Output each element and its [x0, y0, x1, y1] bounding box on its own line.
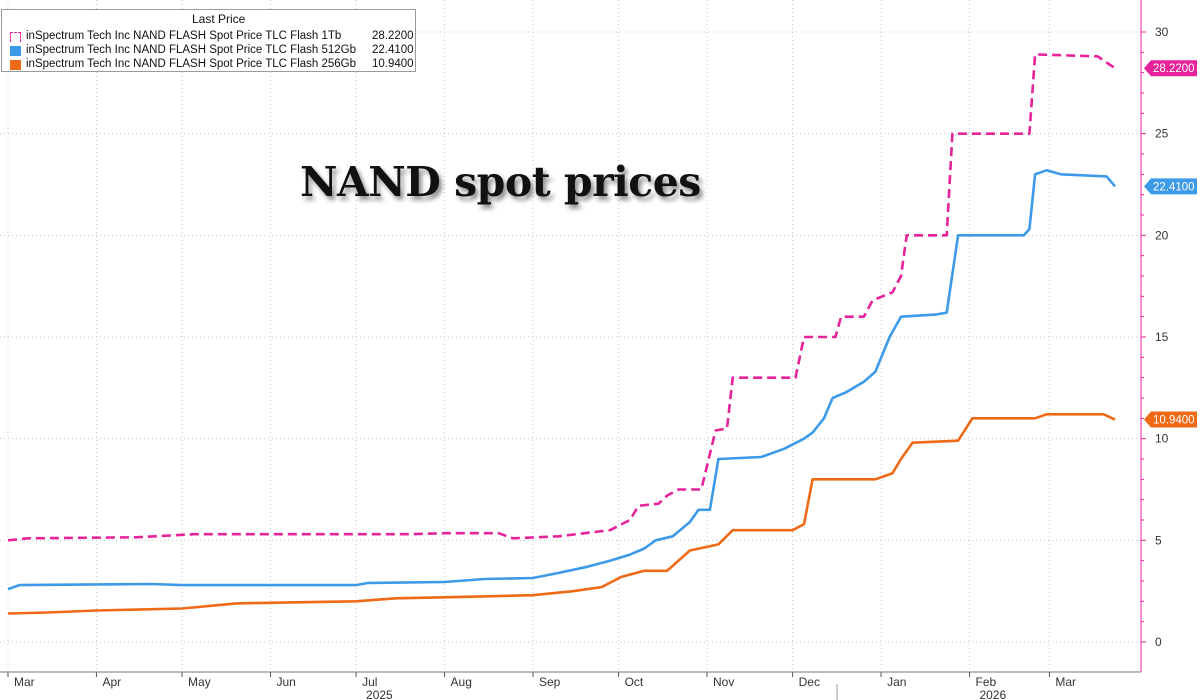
- x-tick-label: Mar: [1055, 675, 1076, 689]
- legend-value-1tb: 28.2200: [372, 30, 414, 42]
- y-tick-label: 0: [1155, 635, 1162, 649]
- y-tick-label: 10: [1155, 432, 1169, 446]
- last-value-tag-label: 22.4100: [1153, 181, 1195, 193]
- x-tick-label: Aug: [451, 675, 472, 689]
- y-tick-label: 15: [1155, 330, 1169, 344]
- x-tick-label: May: [188, 675, 211, 689]
- series-line-0: [7, 53, 1116, 542]
- last-value-tag-label: 28.2200: [1153, 63, 1195, 75]
- x-tick-label: Apr: [102, 675, 121, 689]
- legend-label-256gb: inSpectrum Tech Inc NAND FLASH Spot Pric…: [26, 58, 357, 70]
- x-tick-label: Jul: [362, 675, 377, 689]
- y-tick-label: 5: [1155, 533, 1162, 547]
- legend: Last Price inSpectrum Tech Inc NAND FLAS…: [1, 9, 416, 72]
- last-value-tags: 28.2200 22.4100 10.9400: [1144, 60, 1197, 428]
- y-axis: 0 5 10 15 20 25 30: [1140, 0, 1169, 672]
- legend-value-512gb: 22.4100: [372, 44, 414, 56]
- legend-swatch-1tb: [10, 32, 21, 42]
- x-tick-label: Mar: [14, 675, 35, 689]
- last-value-tag-bg: [1144, 60, 1197, 77]
- y-tick-label: 25: [1155, 127, 1169, 141]
- last-value-tag-bg: [1144, 178, 1197, 195]
- series-line-1: [7, 169, 1116, 591]
- legend-value-256gb: 10.9400: [372, 58, 414, 70]
- x-tick-label: Dec: [799, 675, 820, 689]
- y-tick-label: 30: [1155, 25, 1169, 39]
- x-tick-label: Sep: [539, 675, 561, 689]
- legend-header: Last Price: [192, 12, 246, 26]
- x-tick-label: Jan: [887, 675, 906, 689]
- x-tick-label: Oct: [625, 675, 644, 689]
- legend-label-512gb: inSpectrum Tech Inc NAND FLASH Spot Pric…: [26, 44, 357, 56]
- legend-swatch-512gb: [10, 46, 21, 56]
- y-tick-label: 20: [1155, 228, 1169, 242]
- series-line-2: [7, 412, 1116, 615]
- last-value-tag-1: 22.4100: [1144, 178, 1197, 195]
- chart-title: NAND spot prices: [300, 158, 701, 206]
- legend-label-1tb: inSpectrum Tech Inc NAND FLASH Spot Pric…: [26, 30, 342, 42]
- last-value-tag-0: 28.2200: [1144, 60, 1197, 77]
- last-value-tag-bg: [1144, 411, 1197, 428]
- x-tick-label: Feb: [976, 675, 997, 689]
- x-tick-label: Nov: [713, 675, 734, 689]
- last-value-tag-label: 10.9400: [1153, 415, 1195, 427]
- x-axis: Mar Apr May Jun Jul Aug Sep Oct Nov Dec Jan Feb Mar 2…: [0, 671, 1141, 700]
- last-value-tag-2: 10.9400: [1144, 411, 1197, 428]
- year-label: 2025: [366, 688, 393, 700]
- legend-swatch-256gb: [10, 60, 21, 70]
- year-label: 2026: [979, 688, 1006, 700]
- series-lines: [7, 53, 1116, 615]
- x-tick-label: Jun: [276, 675, 295, 689]
- grid-lines: [0, 0, 1141, 672]
